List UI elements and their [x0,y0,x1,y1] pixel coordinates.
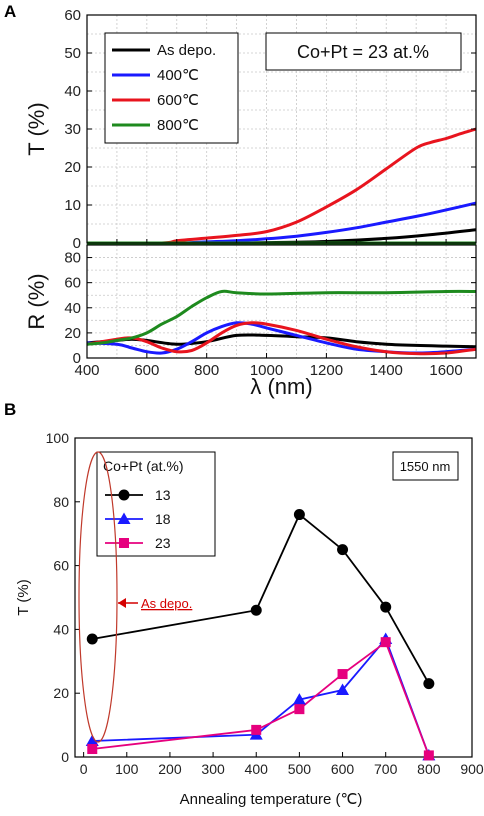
x-tick-label: 1200 [310,362,343,379]
series-line-3 [86,289,477,346]
data-point-2-5 [423,750,434,761]
legend-title: Co+Pt (at.%) [103,458,184,474]
legend-label-1: 400℃ [157,67,199,84]
y-tick-label: 80 [53,494,69,510]
y-tick-label: 0 [73,235,81,252]
legend-box [96,451,216,557]
annotation-box [392,451,459,481]
legend-marker-0 [118,489,130,501]
y-tick-label: 100 [46,430,70,446]
panel-a-label: A [4,2,16,21]
y-tick-label: 80 [64,250,81,267]
x-tick-label: 100 [115,761,139,777]
y-tick-label: 40 [53,621,69,637]
series-line-2 [86,127,477,245]
x-tick-label: 200 [158,761,182,777]
legend-marker-1 [117,512,131,524]
y-tick-label: 0 [73,350,81,367]
legend-label-0: 13 [155,487,171,503]
data-point-1-3 [336,683,350,696]
x-tick-label: 800 [417,761,441,777]
y-tick-label: 40 [64,83,81,100]
data-point-2-0 [87,744,98,755]
y-tick-label: 20 [64,159,81,176]
x-tick-label: 0 [80,761,88,777]
y-tick-label: 10 [64,197,81,214]
x-tick-label: 500 [288,761,312,777]
data-point-0-1 [250,604,262,616]
x-tick-label: 900 [460,761,484,777]
y-tick-label: 60 [64,275,81,292]
data-point-0-5 [423,678,435,690]
annotation-text: 1550 nm [400,459,451,474]
annotation-text: Co+Pt = 23 at.% [297,42,429,62]
series-line-2 [92,640,430,756]
callout-label: As depo. [141,596,192,611]
y-axis-label: T (%) [24,102,49,155]
data-point-1-2 [292,693,306,705]
data-point-0-4 [380,601,392,613]
x-tick-label: 600 [134,362,159,379]
as-depo-ellipse [78,451,118,743]
annealing-transmittance-chart: 0 20 40 60 80 100 0 100 200 300 400 500 600 700 800 900… [15,430,484,808]
panel-b-label: B [4,400,16,419]
data-point-0-2 [293,509,305,521]
y-tick-label: 0 [61,749,69,765]
plot-frame [86,244,477,359]
data-point-0-3 [337,544,349,556]
annotation-box [265,32,462,71]
y-tick-label: 20 [53,685,69,701]
y-tick-label: 20 [64,325,81,342]
legend: Co+Pt (at.%) 13 18 23 [96,451,216,557]
transmittance-chart: 0 10 20 30 40 50 60 T (%) As depo. 400℃ 600℃ 800℃ Co… [24,7,477,252]
legend-label-1: 18 [155,511,171,527]
data-point-2-2 [294,704,305,715]
x-tick-label: 700 [374,761,398,777]
series-line-0 [92,513,430,685]
x-tick-label: 400 [245,761,269,777]
y-tick-label: 50 [64,45,81,62]
callout-arrow-head [118,598,126,608]
y-tick-label: 60 [53,558,69,574]
x-tick-label: 1000 [250,362,283,379]
legend: As depo. 400℃ 600℃ 800℃ [104,32,239,144]
data-point-0-0 [86,633,98,645]
x-axis-label: Annealing temperature (℃) [180,791,363,808]
x-tick-label: 1400 [370,362,403,379]
data-point-2-1 [251,724,262,735]
data-point-1-0 [85,734,99,747]
y-tick-label: 30 [64,121,81,138]
y-axis-label: R (%) [24,273,49,329]
data-point-2-3 [337,669,348,680]
x-tick-label: 800 [194,362,219,379]
legend-label-3: 800℃ [157,117,199,134]
series-line-1 [92,637,430,756]
reflectance-chart: 0 20 40 60 80 400 600 800 1000 1200 1400 1600 R (%) λ… [24,244,477,399]
y-tick-label: 60 [64,7,81,24]
legend-label-2: 23 [155,535,171,551]
series-line-2 [86,321,477,356]
legend-marker-2 [119,538,129,548]
legend-label-0: As depo. [157,42,216,59]
data-point-2-4 [380,637,391,648]
legend-label-2: 600℃ [157,92,199,109]
x-tick-label: 600 [331,761,355,777]
x-tick-label: 400 [74,362,99,379]
plot-frame [74,437,473,758]
x-tick-label: 300 [201,761,225,777]
y-tick-label: 40 [64,300,81,317]
x-tick-label: 1600 [429,362,462,379]
x-axis-label: λ (nm) [250,374,312,399]
y-axis-label: T (%) [15,579,32,615]
